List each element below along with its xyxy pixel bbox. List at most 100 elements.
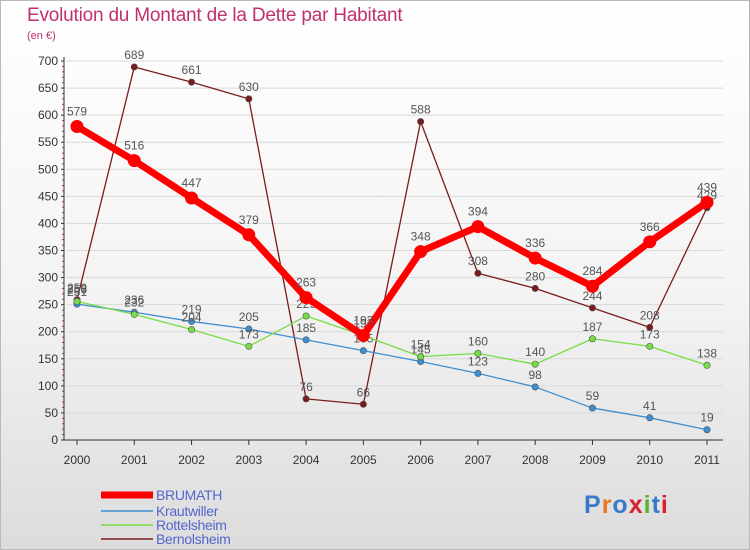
data-point-krautwiller (245, 325, 253, 333)
x-tick-label: 2001 (121, 453, 148, 467)
data-label-bernolsheim: 280 (525, 269, 545, 283)
data-point-krautwiller (703, 426, 711, 434)
data-point-brumath (414, 245, 428, 259)
data-label-brumath: 284 (582, 264, 602, 278)
y-tick-label: 350 (38, 244, 58, 258)
x-tick-label: 2004 (293, 453, 320, 467)
data-point-bernolsheim (188, 78, 196, 86)
series-line-krautwiller (76, 303, 708, 431)
data-label-brumath: 193 (353, 314, 373, 328)
data-point-rottelsheim (302, 312, 310, 320)
data-label-rottelsheim: 232 (124, 295, 144, 309)
data-point-rottelsheim (130, 310, 138, 318)
logo-letter: i (660, 491, 669, 519)
series-brumath: 579 516 447 379 263 193 348 394 336 284 366 439 (67, 105, 717, 343)
x-tick-label: 2000 (64, 453, 91, 467)
data-point-rottelsheim (646, 342, 654, 350)
data-point-bernolsheim (474, 269, 482, 277)
data-label-brumath: 447 (182, 176, 202, 190)
data-point-brumath (471, 220, 485, 234)
data-point-brumath (643, 235, 657, 249)
data-point-brumath (299, 291, 313, 305)
data-point-krautwiller (474, 369, 482, 377)
data-point-rottelsheim (474, 349, 482, 357)
data-label-rottelsheim: 138 (697, 346, 717, 360)
data-point-krautwiller (359, 347, 367, 355)
data-point-rottelsheim (588, 335, 596, 343)
data-point-brumath (700, 195, 714, 209)
series-line-brumath (73, 123, 711, 340)
data-label-krautwiller: 185 (296, 321, 316, 335)
data-label-krautwiller: 236 (124, 293, 144, 307)
data-label-bernolsheim: 308 (468, 254, 488, 268)
logo-letter: i (643, 491, 652, 519)
x-tick-label: 2011 (694, 453, 720, 467)
data-label-bernolsheim: 208 (640, 308, 660, 322)
chart-title: Evolution du Montant de la Dette par Hab… (27, 5, 403, 26)
data-label-brumath: 579 (67, 105, 87, 119)
logo-letter: o (612, 491, 629, 519)
data-point-rottelsheim (73, 297, 81, 305)
data-label-rottelsheim: 154 (411, 338, 431, 352)
y-tick-label: 250 (38, 298, 58, 312)
data-label-rottelsheim: 187 (582, 320, 602, 334)
data-point-bernolsheim (588, 304, 596, 312)
data-point-brumath (242, 228, 256, 242)
data-point-krautwiller (302, 336, 310, 344)
legend-label-bernolsheim: Bernolsheim (156, 531, 231, 547)
data-point-rottelsheim (703, 361, 711, 369)
data-label-brumath: 336 (525, 236, 545, 250)
data-label-brumath: 394 (468, 205, 488, 219)
data-label-rottelsheim: 160 (468, 334, 488, 348)
data-label-brumath: 263 (296, 276, 316, 290)
data-label-brumath: 348 (411, 230, 431, 244)
x-tick-label: 2002 (178, 453, 205, 467)
chart-unit: (en €) (27, 30, 56, 42)
y-tick-label: 100 (38, 379, 58, 393)
data-point-brumath (528, 251, 542, 265)
legend-label-brumath: BRUMATH (156, 487, 223, 503)
data-point-bernolsheim (359, 400, 367, 408)
data-label-bernolsheim: 76 (299, 380, 313, 394)
y-tick-label: 500 (38, 162, 58, 176)
y-tick-label: 550 (38, 135, 58, 149)
y-tick-label: 400 (38, 216, 58, 230)
y-tick-label: 50 (45, 406, 59, 420)
data-label-rottelsheim: 173 (640, 327, 660, 341)
data-label-bernolsheim: 689 (124, 48, 144, 62)
data-point-rottelsheim (531, 360, 539, 368)
y-tick-label: 150 (38, 352, 58, 366)
x-tick-label: 2007 (465, 453, 492, 467)
data-label-krautwiller: 59 (586, 389, 600, 403)
logo-letter: r (601, 491, 613, 519)
proxiti-logo[interactable]: Proxiti (584, 491, 669, 520)
data-label-krautwiller: 123 (468, 354, 488, 368)
logo-letter: t (651, 491, 661, 519)
data-point-rottelsheim (188, 326, 196, 334)
data-label-krautwiller: 219 (182, 302, 202, 316)
x-tick-label: 2010 (636, 453, 663, 467)
x-tick-label: 2005 (350, 453, 377, 467)
data-point-bernolsheim (245, 95, 253, 103)
data-point-brumath (585, 279, 599, 293)
data-label-bernolsheim: 244 (582, 289, 602, 303)
data-point-krautwiller (531, 383, 539, 391)
data-point-rottelsheim (245, 342, 253, 350)
data-point-rottelsheim (417, 353, 425, 361)
data-point-bernolsheim (130, 63, 138, 71)
data-point-bernolsheim (302, 395, 310, 403)
data-point-krautwiller (646, 414, 654, 422)
data-label-krautwiller: 98 (529, 368, 543, 382)
data-label-brumath: 366 (640, 220, 660, 234)
data-point-bernolsheim (646, 323, 654, 331)
data-point-brumath (70, 120, 84, 134)
data-label-bernolsheim: 630 (239, 80, 259, 94)
legend-label-krautwiller: Krautwiller (156, 503, 219, 519)
series-rottelsheim: 256232204173229193154160140187173138 (67, 282, 717, 369)
y-tick-label: 0 (51, 433, 58, 447)
data-label-bernolsheim: 661 (182, 63, 202, 77)
data-point-bernolsheim (417, 118, 425, 126)
